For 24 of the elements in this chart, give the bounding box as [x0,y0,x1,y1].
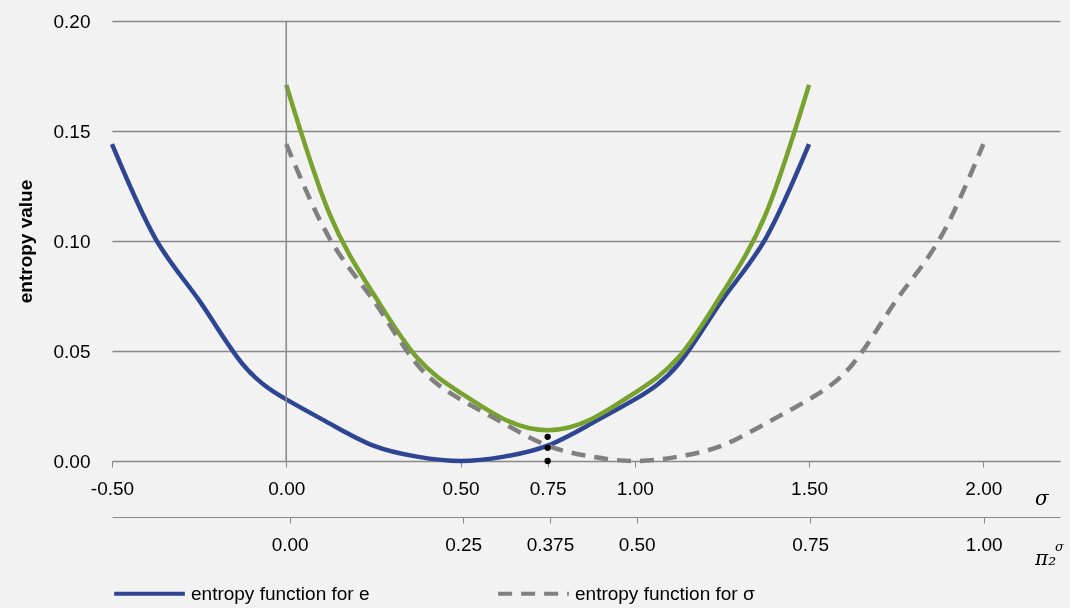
x2-tick-label: 1.00 [965,533,1003,555]
x-tick-label: 1.50 [791,477,829,499]
legend-label: entropy function for σ [575,582,755,604]
x2-tick-label: 0.00 [271,533,309,555]
x-tick-label: 2.00 [965,477,1003,499]
line-series [284,82,812,433]
x-tick-label: -0.50 [90,477,135,499]
y-tick-label: 0.00 [53,450,91,472]
y-tick-label: 0.10 [53,230,91,252]
x2-tick-label: 0.375 [526,533,575,555]
line-series [109,141,812,464]
x-tick-label: 0.00 [268,477,306,499]
y-tick-label: 0.20 [53,10,91,32]
x2-tick-label: 0.75 [792,533,830,555]
x-tick-label: 1.00 [616,477,654,499]
y-axis-title: entropy value [14,179,36,304]
y-tick-label: 0.15 [53,120,91,142]
x2-tick-label: 0.25 [445,533,483,555]
x-axis-title: σ [1035,486,1050,510]
x2-tick-label: 0.50 [618,533,656,555]
legend-label: entropy function for e [191,582,370,604]
y-tick-label: 0.05 [53,340,91,362]
x-tick-label: 0.75 [529,477,567,499]
x-tick-label: 0.50 [442,477,480,499]
